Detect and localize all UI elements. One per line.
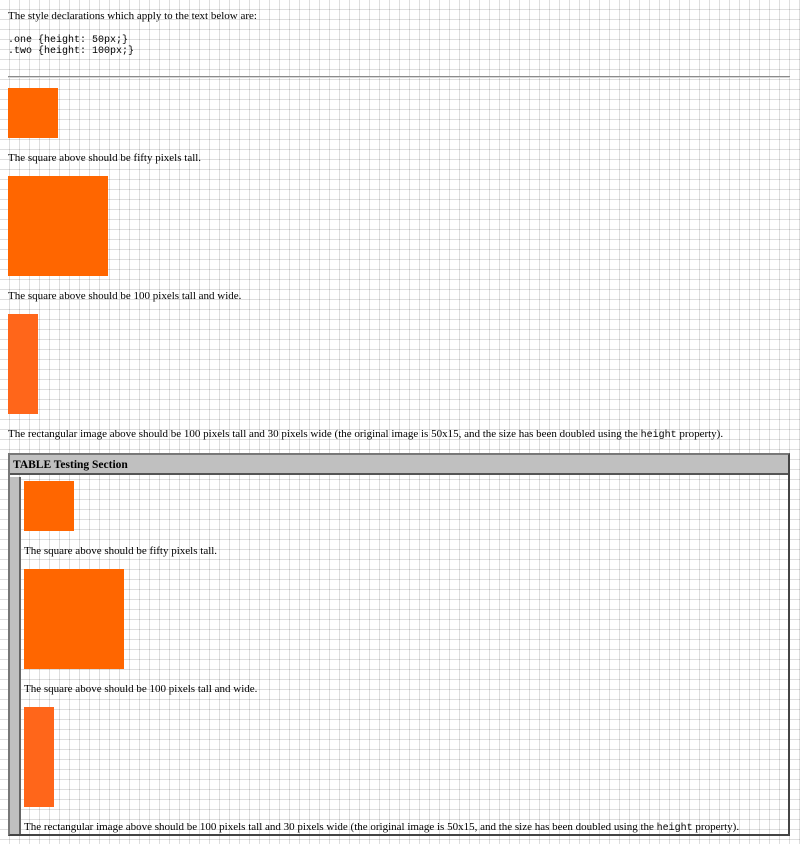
table-testing-section: TABLE Testing Section The square above s… xyxy=(8,453,790,836)
table-content-cell: The square above should be fifty pixels … xyxy=(21,477,788,834)
table-orange-rectangle-image xyxy=(24,707,54,807)
divider xyxy=(8,76,790,78)
orange-rectangle-image xyxy=(8,314,38,414)
table-caption-square-50: The square above should be fifty pixels … xyxy=(24,545,218,557)
style-declarations: .one {height: 50px;} .two {height: 100px… xyxy=(8,35,135,57)
caption-rectangle-text: The rectangular image above should be 10… xyxy=(8,428,641,440)
table-heading: TABLE Testing Section xyxy=(10,455,788,475)
caption-square-100: The square above should be 100 pixels ta… xyxy=(8,290,242,302)
table-caption-square-100: The square above should be 100 pixels ta… xyxy=(24,683,258,695)
orange-square-100 xyxy=(8,176,108,276)
caption-rectangle: The rectangular image above should be 10… xyxy=(8,427,723,443)
table-caption-rectangle-end: property). xyxy=(692,821,740,833)
caption-square-50: The square above should be fifty pixels … xyxy=(8,152,202,164)
intro-text: The style declarations which apply to th… xyxy=(8,10,257,22)
table-caption-rectangle-text: The rectangular image above should be 10… xyxy=(24,821,657,833)
table-orange-square-50 xyxy=(24,481,74,531)
code-height: height xyxy=(640,430,677,441)
table-side-cell xyxy=(10,477,21,834)
table-caption-rectangle: The rectangular image above should be 10… xyxy=(24,820,739,836)
table-orange-square-100 xyxy=(24,569,124,669)
table-code-height: height xyxy=(656,823,693,834)
caption-rectangle-end: property). xyxy=(676,428,724,440)
orange-square-50 xyxy=(8,88,58,138)
